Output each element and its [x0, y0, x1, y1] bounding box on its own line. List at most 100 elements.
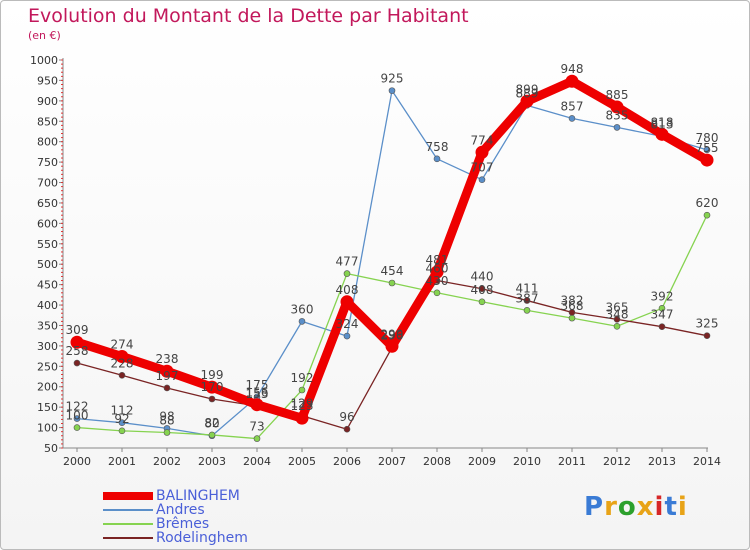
data-point [655, 127, 669, 141]
data-point [118, 419, 126, 426]
legend-swatch [103, 492, 153, 500]
data-label: 460 [426, 262, 449, 276]
data-label: 238 [156, 352, 179, 366]
chart-title: Evolution du Montant de la Dette par Hab… [28, 5, 469, 27]
data-label: 857 [561, 99, 584, 113]
x-tick-label: 2004 [243, 455, 271, 468]
data-point [478, 298, 486, 306]
data-label: 156 [246, 386, 269, 400]
data-label: 392 [651, 289, 674, 303]
data-label: 100 [66, 409, 89, 423]
data-label: 129 [291, 397, 314, 411]
y-tick-label: 250 [37, 360, 58, 373]
data-point [295, 411, 309, 425]
data-point [70, 335, 84, 349]
data-label: 925 [381, 72, 404, 86]
data-label: 153 [246, 387, 269, 401]
data-label: 885 [606, 88, 629, 102]
logo-letter: t [664, 492, 678, 522]
data-point [613, 322, 621, 330]
data-point [118, 427, 126, 435]
data-point [565, 74, 579, 88]
data-point [610, 100, 624, 114]
data-label: 387 [516, 291, 539, 305]
data-label: 360 [291, 302, 314, 316]
logo-letter: x [636, 492, 655, 522]
logo-letter: i [677, 492, 688, 522]
data-point [385, 339, 399, 353]
data-point [205, 380, 219, 394]
data-label: 96 [339, 410, 354, 424]
data-label: 818 [651, 115, 674, 129]
data-point [433, 289, 441, 297]
data-label: 88 [159, 413, 174, 427]
data-point [115, 350, 129, 364]
data-label: 112 [111, 404, 134, 418]
data-label: 274 [111, 338, 134, 352]
data-point [298, 318, 306, 325]
data-point [208, 431, 216, 439]
x-tick-label: 2008 [423, 455, 451, 468]
data-label: 73 [249, 420, 264, 434]
data-label: 758 [426, 140, 449, 154]
legend-swatch [103, 537, 153, 539]
data-label: 296 [381, 329, 404, 343]
data-point [433, 155, 441, 163]
legend-item: Andres [103, 503, 205, 517]
y-tick-label: 750 [37, 156, 58, 169]
legend-item: Rodelinghem [103, 531, 248, 545]
data-label: 430 [426, 274, 449, 288]
y-tick-label: 850 [37, 115, 58, 128]
legend-item: Brêmes [103, 517, 209, 531]
data-point [340, 295, 354, 309]
legend-label: Brêmes [156, 516, 210, 532]
legend-label: BALINGHEM [156, 488, 240, 504]
y-tick-label: 400 [37, 299, 58, 312]
proxiti-logo: Proxiti [584, 492, 688, 522]
data-point [703, 332, 711, 339]
data-label: 382 [561, 293, 584, 307]
y-tick-label: 50 [44, 442, 58, 455]
data-point [163, 429, 171, 436]
legend-swatch [103, 509, 153, 511]
data-point [478, 285, 486, 293]
data-point [253, 435, 261, 442]
data-label: 454 [381, 264, 404, 278]
data-label: 199 [201, 368, 224, 382]
y-tick-label: 950 [37, 74, 58, 87]
x-tick-label: 2003 [198, 455, 226, 468]
data-point [520, 94, 534, 108]
data-label: 948 [561, 62, 584, 76]
data-label: 170 [201, 380, 224, 394]
data-point [613, 316, 621, 323]
y-tick-label: 1000 [30, 54, 58, 67]
x-tick-label: 2001 [108, 455, 136, 468]
data-label: 192 [291, 371, 314, 385]
data-label: 98 [159, 409, 174, 423]
data-label: 347 [651, 308, 674, 322]
data-label: 82 [204, 416, 219, 430]
x-tick-label: 2006 [333, 455, 361, 468]
data-label: 368 [561, 299, 584, 313]
legend-swatch [103, 523, 153, 525]
x-tick-label: 2013 [648, 455, 676, 468]
data-point [73, 424, 81, 431]
data-label: 481 [426, 253, 449, 267]
data-label: 780 [696, 131, 719, 145]
x-tick-label: 2007 [378, 455, 406, 468]
x-tick-label: 2009 [468, 455, 496, 468]
x-tick-label: 2014 [693, 455, 721, 468]
data-point [298, 386, 306, 394]
y-axis-unit: (en €) [28, 29, 61, 42]
y-tick-label: 150 [37, 401, 58, 414]
data-point [658, 305, 666, 312]
data-point [343, 270, 351, 277]
data-label: 123 [291, 399, 314, 413]
legend-label: Rodelinghem [156, 530, 248, 546]
data-point [523, 297, 531, 304]
data-label: 324 [336, 317, 359, 331]
logo-letter: r [604, 492, 618, 522]
data-label: 92 [114, 412, 129, 426]
data-label: 408 [471, 283, 494, 297]
